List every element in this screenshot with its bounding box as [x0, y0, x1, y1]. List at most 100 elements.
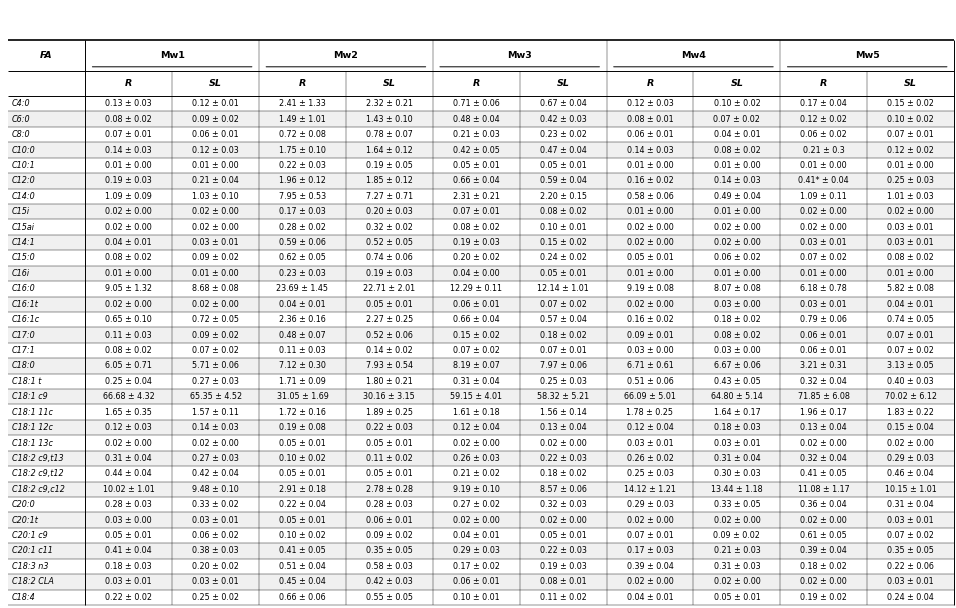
Bar [8, 312, 954, 327]
Text: 0.05 ± 0.01: 0.05 ± 0.01 [540, 269, 586, 278]
Text: C6:0: C6:0 [11, 115, 31, 123]
Text: 0.55 ± 0.05: 0.55 ± 0.05 [366, 593, 413, 602]
Text: 0.08 ± 0.02: 0.08 ± 0.02 [713, 145, 760, 154]
Text: 0.32 ± 0.04: 0.32 ± 0.04 [800, 377, 847, 386]
Text: 0.27 ± 0.03: 0.27 ± 0.03 [192, 454, 239, 463]
Text: 0.22 ± 0.03: 0.22 ± 0.03 [540, 454, 587, 463]
Text: 12.29 ± 0.11: 12.29 ± 0.11 [450, 285, 502, 293]
Text: 0.13 ± 0.04: 0.13 ± 0.04 [800, 423, 847, 432]
Bar [8, 111, 954, 127]
Bar [8, 404, 954, 420]
Text: C12:0: C12:0 [11, 176, 35, 185]
Text: 0.33 ± 0.02: 0.33 ± 0.02 [192, 500, 239, 510]
Bar [8, 574, 954, 590]
Text: 0.07 ± 0.02: 0.07 ± 0.02 [540, 300, 587, 309]
Text: 0.06 ± 0.01: 0.06 ± 0.01 [800, 346, 847, 355]
Text: 0.12 ± 0.02: 0.12 ± 0.02 [800, 115, 847, 123]
Text: 0.52 ± 0.05: 0.52 ± 0.05 [366, 238, 413, 247]
Text: 0.06 ± 0.02: 0.06 ± 0.02 [713, 254, 760, 263]
Text: 0.59 ± 0.06: 0.59 ± 0.06 [279, 238, 326, 247]
Bar [8, 497, 954, 513]
Text: 0.02 ± 0.00: 0.02 ± 0.00 [800, 223, 847, 232]
Text: 1.64 ± 0.12: 1.64 ± 0.12 [366, 145, 413, 154]
Bar [8, 358, 954, 374]
Text: Mw5: Mw5 [855, 50, 880, 60]
Text: 0.31 ± 0.04: 0.31 ± 0.04 [105, 454, 152, 463]
Text: 0.22 ± 0.04: 0.22 ± 0.04 [279, 500, 326, 510]
Text: 0.02 ± 0.00: 0.02 ± 0.00 [626, 516, 673, 525]
Text: 0.46 ± 0.04: 0.46 ± 0.04 [887, 469, 934, 478]
Text: 0.11 ± 0.02: 0.11 ± 0.02 [540, 593, 586, 602]
Text: 1.56 ± 0.14: 1.56 ± 0.14 [540, 408, 586, 416]
Text: 0.27 ± 0.02: 0.27 ± 0.02 [453, 500, 500, 510]
Text: 0.03 ± 0.01: 0.03 ± 0.01 [887, 516, 934, 525]
Text: 0.04 ± 0.01: 0.04 ± 0.01 [453, 531, 500, 540]
Text: 0.03 ± 0.01: 0.03 ± 0.01 [887, 223, 934, 232]
Text: 0.02 ± 0.00: 0.02 ± 0.00 [105, 438, 152, 447]
Text: 6.67 ± 0.06: 6.67 ± 0.06 [713, 361, 760, 370]
Text: 0.28 ± 0.03: 0.28 ± 0.03 [105, 500, 152, 510]
Text: 0.10 ± 0.01: 0.10 ± 0.01 [453, 593, 500, 602]
Text: 1.61 ± 0.18: 1.61 ± 0.18 [453, 408, 500, 416]
Text: 0.02 ± 0.00: 0.02 ± 0.00 [105, 207, 152, 216]
Text: C15i: C15i [11, 207, 30, 216]
Text: 0.02 ± 0.00: 0.02 ± 0.00 [626, 300, 673, 309]
Text: 1.80 ± 0.21: 1.80 ± 0.21 [366, 377, 413, 386]
Text: 0.49 ± 0.04: 0.49 ± 0.04 [713, 192, 760, 201]
Text: C18:2 CLA: C18:2 CLA [11, 578, 54, 586]
Text: 0.04 ± 0.01: 0.04 ± 0.01 [887, 300, 934, 309]
Text: 1.01 ± 0.03: 1.01 ± 0.03 [887, 192, 934, 201]
Text: 0.02 ± 0.00: 0.02 ± 0.00 [713, 223, 760, 232]
Text: 0.03 ± 0.01: 0.03 ± 0.01 [192, 578, 239, 586]
Bar [8, 204, 954, 219]
Text: 0.06 ± 0.01: 0.06 ± 0.01 [192, 130, 239, 139]
Text: 0.06 ± 0.01: 0.06 ± 0.01 [366, 516, 413, 525]
Text: C18:1 t: C18:1 t [11, 377, 41, 386]
Text: 1.71 ± 0.09: 1.71 ± 0.09 [279, 377, 326, 386]
Text: 0.11 ± 0.03: 0.11 ± 0.03 [105, 331, 152, 340]
Text: 0.31 ± 0.04: 0.31 ± 0.04 [453, 377, 500, 386]
Text: 9.05 ± 1.32: 9.05 ± 1.32 [105, 285, 152, 293]
Text: 0.02 ± 0.00: 0.02 ± 0.00 [800, 438, 847, 447]
Text: 0.41* ± 0.04: 0.41* ± 0.04 [798, 176, 849, 185]
Text: 0.01 ± 0.00: 0.01 ± 0.00 [627, 207, 673, 216]
Text: 0.14 ± 0.03: 0.14 ± 0.03 [713, 176, 760, 185]
Text: 7.95 ± 0.53: 7.95 ± 0.53 [279, 192, 326, 201]
Text: 0.01 ± 0.00: 0.01 ± 0.00 [800, 269, 847, 278]
Text: 0.31 ± 0.04: 0.31 ± 0.04 [713, 454, 760, 463]
Text: 0.08 ± 0.02: 0.08 ± 0.02 [105, 346, 152, 355]
Text: 7.97 ± 0.06: 7.97 ± 0.06 [539, 361, 587, 370]
Text: 0.24 ± 0.02: 0.24 ± 0.02 [540, 254, 587, 263]
Text: C18:1 13c: C18:1 13c [11, 438, 53, 447]
Text: 0.01 ± 0.00: 0.01 ± 0.00 [192, 161, 239, 170]
Text: 0.27 ± 0.03: 0.27 ± 0.03 [192, 377, 239, 386]
Text: 0.20 ± 0.02: 0.20 ± 0.02 [192, 562, 239, 571]
Text: 0.22 ± 0.03: 0.22 ± 0.03 [540, 547, 587, 556]
Text: 0.22 ± 0.06: 0.22 ± 0.06 [887, 562, 934, 571]
Text: 0.79 ± 0.06: 0.79 ± 0.06 [800, 315, 847, 324]
Text: 0.07 ± 0.01: 0.07 ± 0.01 [453, 207, 500, 216]
Text: 0.17 ± 0.03: 0.17 ± 0.03 [279, 207, 326, 216]
Text: 0.02 ± 0.00: 0.02 ± 0.00 [800, 516, 847, 525]
Text: 0.32 ± 0.03: 0.32 ± 0.03 [540, 500, 586, 510]
Text: C16i: C16i [11, 269, 30, 278]
Text: C16:1c: C16:1c [11, 315, 39, 324]
Text: 1.96 ± 0.17: 1.96 ± 0.17 [800, 408, 847, 416]
Text: 0.42 ± 0.03: 0.42 ± 0.03 [366, 578, 413, 586]
Bar [8, 343, 954, 358]
Text: 0.06 ± 0.01: 0.06 ± 0.01 [453, 578, 500, 586]
Text: 0.31 ± 0.04: 0.31 ± 0.04 [887, 500, 934, 510]
Text: 14.12 ± 1.21: 14.12 ± 1.21 [624, 485, 676, 494]
Text: 0.30 ± 0.03: 0.30 ± 0.03 [713, 469, 760, 478]
Text: 0.06 ± 0.02: 0.06 ± 0.02 [800, 130, 847, 139]
Text: 0.02 ± 0.00: 0.02 ± 0.00 [105, 300, 152, 309]
Text: 0.23 ± 0.02: 0.23 ± 0.02 [540, 130, 587, 139]
Text: 0.02 ± 0.00: 0.02 ± 0.00 [626, 223, 673, 232]
Text: 0.03 ± 0.01: 0.03 ± 0.01 [800, 238, 847, 247]
Text: 0.05 ± 0.01: 0.05 ± 0.01 [453, 161, 500, 170]
Text: 0.58 ± 0.03: 0.58 ± 0.03 [366, 562, 413, 571]
Text: 0.22 ± 0.03: 0.22 ± 0.03 [366, 423, 413, 432]
Text: 0.01 ± 0.00: 0.01 ± 0.00 [627, 269, 673, 278]
Text: C17:0: C17:0 [11, 331, 35, 340]
Text: 0.17 ± 0.04: 0.17 ± 0.04 [800, 99, 847, 108]
